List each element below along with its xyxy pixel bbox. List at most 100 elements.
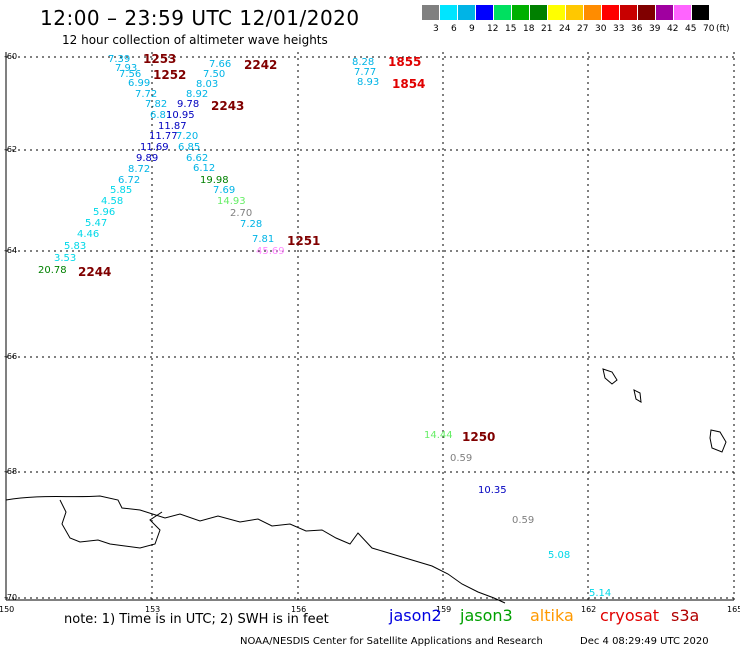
legend-swatch bbox=[530, 5, 548, 20]
legend-swatch bbox=[440, 5, 458, 20]
pass-time-label: 2243 bbox=[211, 99, 245, 113]
pass-time-label: 1253 bbox=[143, 52, 177, 66]
satellite-label-jason2: jason2 bbox=[389, 606, 442, 625]
wave-height-value: 9.78 bbox=[177, 99, 200, 110]
wave-height-value: 6.85 bbox=[178, 142, 201, 153]
legend-label: 42 bbox=[667, 24, 679, 34]
wave-height-value: 5.85 bbox=[110, 185, 133, 196]
wave-height-value: 14.44 bbox=[424, 430, 453, 441]
island-3 bbox=[709, 429, 727, 453]
lon-label: 165 bbox=[727, 605, 740, 614]
legend-swatch bbox=[656, 5, 674, 20]
coastline bbox=[5, 368, 727, 604]
legend-label: 12 bbox=[487, 24, 499, 34]
legend-label: 9 bbox=[469, 24, 475, 34]
wave-height-value: 8.93 bbox=[357, 77, 380, 88]
satellite-label-jason3: jason3 bbox=[460, 606, 513, 625]
wave-height-value: 6.62 bbox=[186, 153, 209, 164]
lat-label: -66 bbox=[4, 352, 18, 361]
chart-subtitle: 12 hour collection of altimeter wave hei… bbox=[62, 33, 328, 47]
wave-height-value: 7.72 bbox=[135, 89, 158, 100]
legend-swatch bbox=[638, 5, 656, 20]
footnote: note: 1) Time is in UTC; 2) SWH is in fe… bbox=[64, 612, 329, 627]
wave-height-value: 5.14 bbox=[589, 588, 612, 599]
legend-label: 18 bbox=[523, 24, 535, 34]
legend-swatch bbox=[458, 5, 476, 20]
pass-time-label: 1250 bbox=[462, 430, 496, 444]
lat-lon-grid bbox=[5, 52, 735, 600]
legend-label: 6 bbox=[451, 24, 457, 34]
wave-height-value: 7.56 bbox=[119, 69, 142, 80]
wave-height-value: 11.77 bbox=[149, 131, 178, 142]
wave-height-value: 7.39 bbox=[108, 54, 131, 65]
legend-label: 70 bbox=[703, 24, 715, 34]
wave-height-value: 20.78 bbox=[38, 265, 67, 276]
wave-height-value: 5.96 bbox=[93, 207, 116, 218]
pass-time-label: 1855 bbox=[388, 55, 422, 69]
lat-label: -70 bbox=[4, 593, 18, 602]
legend-label: 45 bbox=[685, 24, 697, 34]
pass-time-label: 2244 bbox=[78, 265, 112, 279]
wave-height-value: 0.59 bbox=[450, 453, 473, 464]
wave-height-value: 45.69 bbox=[256, 246, 285, 257]
lat-label: -68 bbox=[4, 467, 18, 476]
wave-height-value: 4.58 bbox=[101, 196, 124, 207]
chart-title: 12:00 – 23:59 UTC 12/01/2020 bbox=[40, 6, 360, 30]
credit-org: NOAA/NESDIS Center for Satellite Applica… bbox=[240, 636, 543, 647]
legend-swatch bbox=[494, 5, 512, 20]
wave-height-value: 5.08 bbox=[548, 550, 571, 561]
legend-label: 27 bbox=[577, 24, 589, 34]
legend-swatch bbox=[566, 5, 584, 20]
wave-height-value: 11.69 bbox=[140, 142, 169, 153]
lon-label: 150 bbox=[0, 605, 15, 614]
satellite-label-s3a: s3a bbox=[671, 606, 700, 625]
wave-height-value: 6.72 bbox=[118, 175, 141, 186]
wave-height-value: 8.72 bbox=[128, 164, 151, 175]
wave-height-value: 7.20 bbox=[176, 131, 199, 142]
wave-height-value: 8.03 bbox=[196, 79, 219, 90]
wave-height-value: 10.35 bbox=[478, 485, 507, 496]
wave-height-value: 9.89 bbox=[136, 153, 159, 164]
lat-label: -60 bbox=[4, 52, 18, 61]
wave-height-value: 2.70 bbox=[230, 208, 253, 219]
legend-label: 24 bbox=[559, 24, 571, 34]
pass-time-label: 1854 bbox=[392, 77, 426, 91]
legend-label: 39 bbox=[649, 24, 661, 34]
wave-height-value: 7.77 bbox=[354, 67, 377, 78]
wave-height-value: 6.99 bbox=[128, 78, 151, 89]
wave-height-value: 11.87 bbox=[158, 121, 187, 132]
island-1 bbox=[602, 368, 618, 385]
satellite-label-cryosat: cryosat bbox=[600, 606, 660, 625]
legend-swatch bbox=[602, 5, 620, 20]
legend-swatch bbox=[422, 5, 440, 20]
legend-swatch bbox=[674, 5, 692, 20]
wave-height-value: 5.47 bbox=[85, 218, 108, 229]
antarctic-coast bbox=[5, 495, 506, 604]
island-2 bbox=[633, 389, 642, 403]
legend-label: 36 bbox=[631, 24, 643, 34]
wave-height-value: 19.98 bbox=[200, 175, 229, 186]
legend-swatch bbox=[584, 5, 602, 20]
wave-height-value: 6.81 bbox=[150, 110, 173, 121]
lat-label: -62 bbox=[4, 145, 18, 154]
legend-unit: (ft) bbox=[716, 24, 730, 34]
legend-swatch bbox=[548, 5, 566, 20]
legend-label: 33 bbox=[613, 24, 625, 34]
wave-height-value: 10.95 bbox=[166, 110, 195, 121]
wave-height-value: 8.92 bbox=[186, 89, 209, 100]
wave-height-value: 8.28 bbox=[352, 57, 375, 68]
wave-height-value: 14.93 bbox=[217, 196, 246, 207]
lon-label: 159 bbox=[436, 605, 452, 614]
legend-swatch bbox=[512, 5, 530, 20]
wave-height-value: 7.82 bbox=[145, 99, 168, 110]
legend-swatch bbox=[476, 5, 494, 20]
wave-height-value: 7.28 bbox=[240, 219, 263, 230]
legend-swatch bbox=[620, 5, 638, 20]
legend-label: 15 bbox=[505, 24, 517, 34]
pass-time-label: 1252 bbox=[153, 68, 187, 82]
wave-height-value: 7.66 bbox=[209, 59, 232, 70]
wave-height-value: 7.93 bbox=[115, 63, 138, 74]
bay-contour bbox=[59, 499, 163, 549]
wave-height-value: 5.83 bbox=[64, 241, 87, 252]
